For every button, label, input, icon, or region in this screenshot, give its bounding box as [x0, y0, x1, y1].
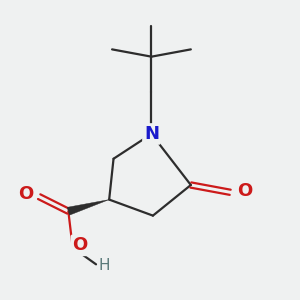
Polygon shape: [67, 200, 109, 215]
Text: H: H: [98, 258, 110, 273]
Text: O: O: [237, 182, 252, 200]
Text: O: O: [72, 236, 88, 254]
Text: N: N: [144, 125, 159, 143]
Text: O: O: [18, 185, 34, 203]
